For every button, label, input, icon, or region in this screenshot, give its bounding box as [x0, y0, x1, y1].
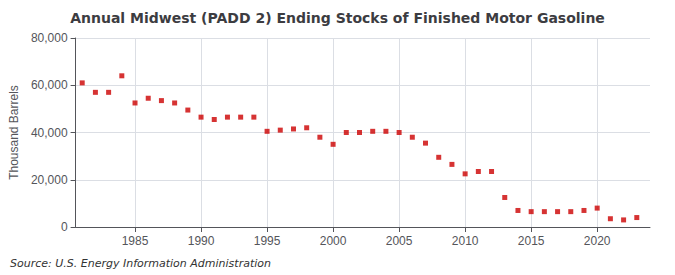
svg-text:2005: 2005	[386, 234, 413, 248]
svg-text:Source: U.S. Energy Informatio: Source: U.S. Energy Information Administ…	[10, 257, 271, 270]
svg-text:2000: 2000	[320, 234, 347, 248]
svg-text:Thousand Barrels: Thousand Barrels	[7, 85, 21, 180]
svg-text:20,000: 20,000	[31, 173, 68, 187]
svg-text:2015: 2015	[518, 234, 545, 248]
svg-text:80,000: 80,000	[31, 31, 68, 45]
svg-text:0: 0	[61, 220, 68, 234]
svg-text:Annual Midwest (PADD 2) Ending: Annual Midwest (PADD 2) Ending Stocks of…	[70, 10, 605, 26]
svg-text:60,000: 60,000	[31, 78, 68, 92]
svg-text:1990: 1990	[188, 234, 215, 248]
svg-text:1985: 1985	[122, 234, 149, 248]
svg-text:40,000: 40,000	[31, 126, 68, 140]
svg-text:2020: 2020	[584, 234, 611, 248]
svg-text:1995: 1995	[254, 234, 281, 248]
svg-text:2010: 2010	[452, 234, 479, 248]
